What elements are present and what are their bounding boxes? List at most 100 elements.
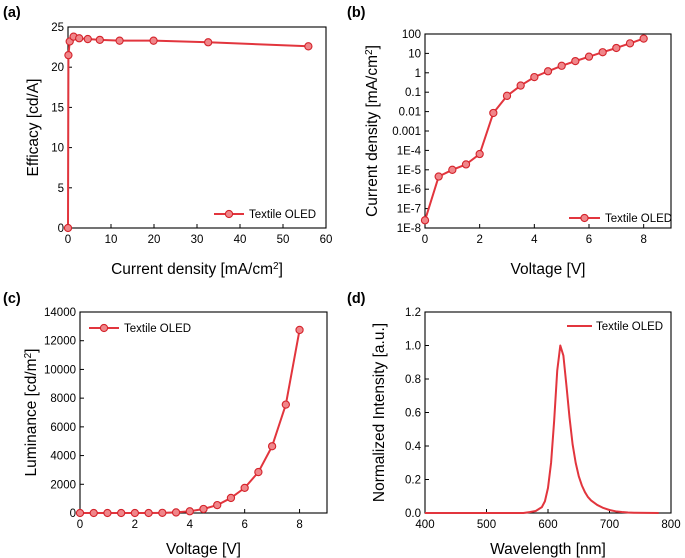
x-tick-label: 2 xyxy=(132,519,138,531)
data-point xyxy=(625,39,635,48)
panel-label: (d) xyxy=(347,291,366,307)
data-point xyxy=(254,467,263,477)
x-tick-label: 700 xyxy=(600,519,619,531)
data-point xyxy=(461,160,471,169)
x-tick-label: 6 xyxy=(586,234,592,246)
y-tick-label: 10000 xyxy=(44,364,76,376)
data-point xyxy=(83,34,92,44)
y-tick-label: 0 xyxy=(70,508,76,520)
y-axis-title: Luminance [cd/m2] xyxy=(23,349,41,477)
data-point xyxy=(584,52,594,61)
data-point xyxy=(612,43,621,53)
series-line xyxy=(80,329,301,514)
panel-label: (b) xyxy=(347,5,366,21)
y-tick-label: 25 xyxy=(51,22,64,34)
data-point xyxy=(502,91,512,100)
data-point xyxy=(543,67,553,76)
data-point xyxy=(89,508,98,518)
legend: Textile OLED xyxy=(567,321,663,333)
y-tick-label: 0.0 xyxy=(405,508,421,520)
x-tick-label: 50 xyxy=(277,234,290,246)
x-tick-label: 4 xyxy=(187,519,194,531)
x-tick-label: 40 xyxy=(234,234,247,246)
data-point xyxy=(295,325,304,335)
y-tick-label: 0.8 xyxy=(405,374,421,386)
data-point xyxy=(304,42,313,51)
data-point xyxy=(213,500,222,510)
data-point xyxy=(571,56,580,66)
x-axis-title: Wavelength [nm] xyxy=(490,541,606,558)
series-line xyxy=(424,37,644,221)
x-tick-label: 8 xyxy=(296,519,302,531)
y-tick-label: 15 xyxy=(51,102,64,114)
data-point xyxy=(420,216,430,225)
data-point xyxy=(130,508,140,518)
plot-frame xyxy=(424,33,672,229)
legend-label: Textile OLED xyxy=(124,323,191,335)
y-tick-label: 8000 xyxy=(50,393,76,405)
data-point xyxy=(557,61,566,70)
y-tick-label: 1E-7 xyxy=(397,204,421,216)
y-tick-label: 1E-4 xyxy=(397,145,422,157)
legend-marker xyxy=(580,213,589,223)
y-tick-label: 0.01 xyxy=(399,107,421,119)
y-tick-label: 20 xyxy=(51,62,64,74)
data-point xyxy=(448,165,457,174)
y-tick-label: 6000 xyxy=(50,422,76,434)
x-tick-label: 0 xyxy=(422,234,428,246)
data-point xyxy=(516,81,525,90)
y-tick-label: 0.001 xyxy=(392,126,421,138)
data-point xyxy=(75,34,84,43)
x-tick-label: 400 xyxy=(415,519,434,531)
y-tick-label: 5 xyxy=(58,183,64,195)
x-tick-label: 30 xyxy=(191,234,204,246)
y-tick-label: 0.2 xyxy=(405,475,421,487)
data-point xyxy=(95,35,104,45)
data-point xyxy=(598,48,607,57)
data-point xyxy=(530,72,539,82)
plot-frame xyxy=(79,311,328,514)
data-point xyxy=(267,442,277,451)
x-tick-label: 0 xyxy=(77,519,83,531)
legend-label: Textile OLED xyxy=(249,209,316,221)
x-tick-label: 4 xyxy=(531,234,538,246)
y-tick-label: 100 xyxy=(402,29,421,41)
series-line xyxy=(425,344,659,514)
data-point xyxy=(199,504,208,514)
y-tick-label: 10 xyxy=(408,48,421,60)
data-point xyxy=(117,508,126,518)
chart-panel-c: (c) 0 2 4 6 8 0 2000 4000 6000 8000 10000 12000 14000… xyxy=(3,291,328,558)
y-tick-label: 2000 xyxy=(50,479,76,491)
data-point xyxy=(281,400,290,409)
chart-panel-d: (d) 400 500 600 700 800 0.0 0.2 0.4 0.6 0.8 1.0 1.2 W… xyxy=(347,291,681,558)
y-tick-label: 0.4 xyxy=(405,441,422,453)
data-point xyxy=(475,149,484,159)
y-tick-label: 1.2 xyxy=(405,307,421,319)
x-tick-label: 6 xyxy=(241,519,247,531)
x-axis-title: Voltage [V] xyxy=(511,261,586,278)
panel-label: (a) xyxy=(3,5,21,21)
data-point xyxy=(149,36,158,45)
legend-label: Textile OLED xyxy=(596,321,663,333)
y-axis-title: Normalized Intensity [a.u.] xyxy=(371,323,388,502)
y-tick-label: 14000 xyxy=(44,307,76,319)
legend: Textile OLED xyxy=(89,323,191,335)
data-point xyxy=(639,34,648,43)
x-tick-label: 2 xyxy=(476,234,482,246)
y-tick-label: 1.0 xyxy=(405,341,421,353)
legend: Textile OLED xyxy=(569,213,672,225)
y-tick-label: 12000 xyxy=(44,336,76,348)
data-point xyxy=(75,508,85,518)
x-tick-label: 10 xyxy=(105,234,118,246)
data-point xyxy=(489,108,498,118)
data-point xyxy=(115,36,124,45)
y-tick-label: 1 xyxy=(415,68,421,80)
x-tick-label: 0 xyxy=(65,234,71,246)
x-axis-title: Voltage [V] xyxy=(166,541,241,558)
y-axis-title: Efficacy [cd/A] xyxy=(25,79,42,177)
y-tick-label: 10 xyxy=(51,143,64,155)
chart-panel-b: (b) 0 2 4 6 8 1E-8 1E-7 1E-6 1E-5 1E-4 0.001 0.01 0.1… xyxy=(347,5,672,278)
data-point xyxy=(171,508,181,517)
x-tick-label: 800 xyxy=(661,519,680,531)
